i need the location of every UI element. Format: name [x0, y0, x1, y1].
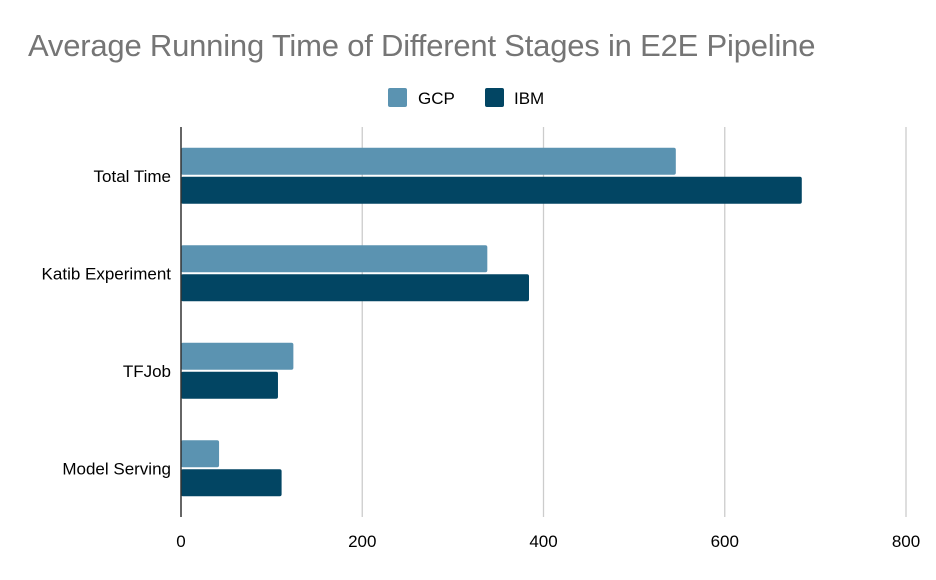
legend: GCP IBM	[388, 88, 544, 108]
bar-ibm-tfjob	[181, 371, 278, 399]
bar-gcp-model-serving	[181, 440, 220, 468]
axes: 0 200 400 600 800 Total Time Katib Experiment T…	[42, 127, 920, 551]
bar-ibm-katib-experiment	[181, 274, 529, 302]
bar-gcp-total-time	[181, 147, 676, 175]
category-label: Total Time	[94, 167, 171, 186]
x-tick-label: 200	[348, 532, 376, 551]
category-label: Katib Experiment	[42, 264, 172, 283]
bars	[181, 147, 802, 497]
bar-ibm-model-serving	[181, 469, 282, 497]
legend-label-ibm: IBM	[514, 89, 544, 108]
x-tick-label: 0	[176, 532, 185, 551]
x-tick-label: 400	[529, 532, 557, 551]
chart-title: Average Running Time of Different Stages…	[28, 28, 816, 63]
legend-label-gcp: GCP	[418, 89, 455, 108]
category-label: TFJob	[123, 362, 171, 381]
legend-swatch-gcp	[388, 88, 407, 107]
bar-gcp-tfjob	[181, 342, 294, 370]
bar-gcp-katib-experiment	[181, 245, 488, 273]
x-tick-label: 800	[892, 532, 920, 551]
legend-swatch-ibm	[485, 88, 504, 107]
bar-ibm-total-time	[181, 176, 802, 204]
category-label: Model Serving	[62, 459, 171, 478]
x-tick-label: 600	[711, 532, 739, 551]
